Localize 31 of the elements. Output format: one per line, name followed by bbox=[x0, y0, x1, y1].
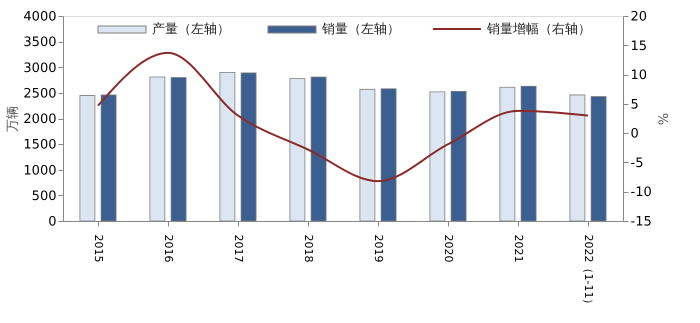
y2-tick-label: 15 bbox=[630, 38, 648, 54]
y2-tick-label: 0 bbox=[630, 126, 639, 142]
x-tick-label: 2018 bbox=[302, 234, 315, 262]
x-tick-label: 2020 bbox=[442, 234, 455, 262]
y-tick-label: 0 bbox=[48, 214, 56, 230]
y2-tick-label: -5 bbox=[630, 156, 644, 171]
x-tick-label: 2021 bbox=[512, 234, 525, 262]
line-series bbox=[97, 52, 589, 182]
legend-label: 产量（左轴） bbox=[152, 22, 230, 37]
y-tick-label: 4000 bbox=[23, 10, 56, 24]
y2-tick-label: 5 bbox=[630, 97, 639, 112]
y-tick-label: 3500 bbox=[23, 35, 56, 50]
y-axis-title: 万辆 bbox=[5, 106, 20, 132]
y-tick-label: 500 bbox=[32, 188, 56, 204]
y-tick-label: 3000 bbox=[23, 60, 56, 76]
x-tick-label: 2017 bbox=[232, 234, 245, 262]
y2-axis-title: % bbox=[654, 112, 670, 126]
y-tick-label: 1500 bbox=[23, 138, 56, 153]
x-tick-label: 2016 bbox=[162, 234, 175, 262]
legend-label: 销量增幅（右轴） bbox=[486, 22, 591, 37]
y-tick-label: 2000 bbox=[23, 112, 56, 127]
x-tick-label: 2019 bbox=[372, 234, 385, 262]
y-tick-label: 1000 bbox=[23, 163, 56, 178]
x-tick-label: 2015 bbox=[92, 234, 105, 262]
y2-tick-label: -10 bbox=[630, 185, 652, 200]
x-tick-label: 2022（1-11） bbox=[582, 234, 595, 310]
y2-tick-label: 20 bbox=[630, 10, 648, 24]
y-tick-label: 2500 bbox=[23, 86, 56, 102]
y2-tick-label: 10 bbox=[630, 68, 648, 84]
y2-tick-label: -15 bbox=[630, 214, 652, 230]
legend-label: 销量（左轴） bbox=[321, 22, 400, 37]
